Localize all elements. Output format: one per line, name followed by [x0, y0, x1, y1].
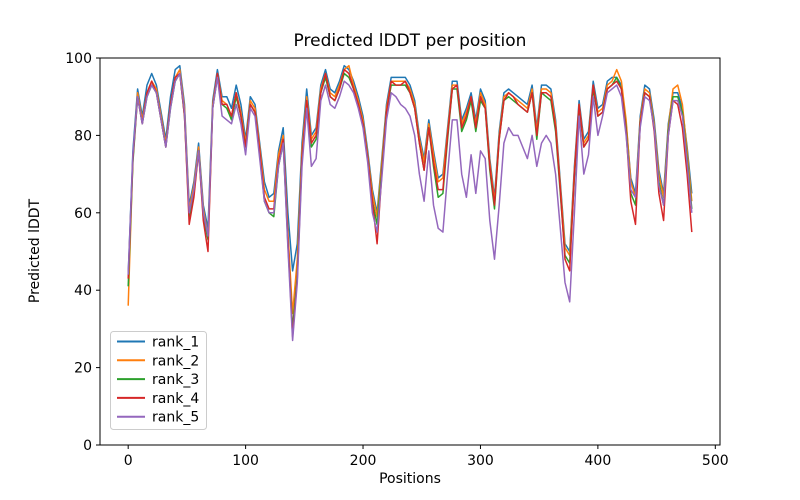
legend-item-rank_5: rank_5: [117, 410, 199, 426]
y-tick-label: 60: [74, 206, 92, 222]
series-line-rank_1: [127, 64, 693, 275]
legend-item-rank_1: rank_1: [117, 335, 199, 351]
y-axis-label: Predicted lDDT: [27, 198, 43, 304]
x-tick-label: 0: [124, 453, 133, 469]
y-tick-label: 100: [65, 51, 92, 67]
x-tick-label: 300: [467, 453, 494, 469]
y-tick-label: 80: [74, 128, 92, 144]
x-axis-label: Positions: [379, 471, 441, 487]
x-tick-label: 400: [585, 453, 612, 469]
legend: rank_1 rank_2 rank_3 rank_4 rank_5: [110, 331, 207, 430]
plot-frame: [99, 57, 721, 446]
x-tick-label: 500: [702, 453, 729, 469]
x-axis-ticks: 0 100 200 300 400 500: [124, 445, 729, 469]
legend-label: rank_1: [152, 335, 199, 351]
x-tick-label: 100: [232, 453, 259, 469]
y-axis-ticks: 0 20 40 60 80 100: [65, 51, 100, 454]
legend-label: rank_4: [152, 391, 199, 407]
legend-item-rank_2: rank_2: [117, 353, 199, 369]
legend-item-rank_4: rank_4: [117, 391, 199, 407]
series-line-rank_4: [127, 68, 693, 338]
y-tick-label: 0: [83, 438, 92, 454]
legend-label: rank_3: [152, 372, 199, 388]
y-tick-label: 20: [74, 361, 92, 377]
series-line-rank_5: [127, 72, 693, 342]
legend-label: rank_2: [152, 353, 199, 369]
legend-label: rank_5: [152, 410, 199, 426]
chart-title: Predicted lDDT per position: [293, 31, 527, 51]
legend-item-rank_3: rank_3: [117, 372, 199, 388]
x-tick-label: 200: [350, 453, 377, 469]
series-lines: [127, 64, 693, 342]
legend-frame: [110, 331, 207, 430]
y-tick-label: 40: [74, 283, 92, 299]
